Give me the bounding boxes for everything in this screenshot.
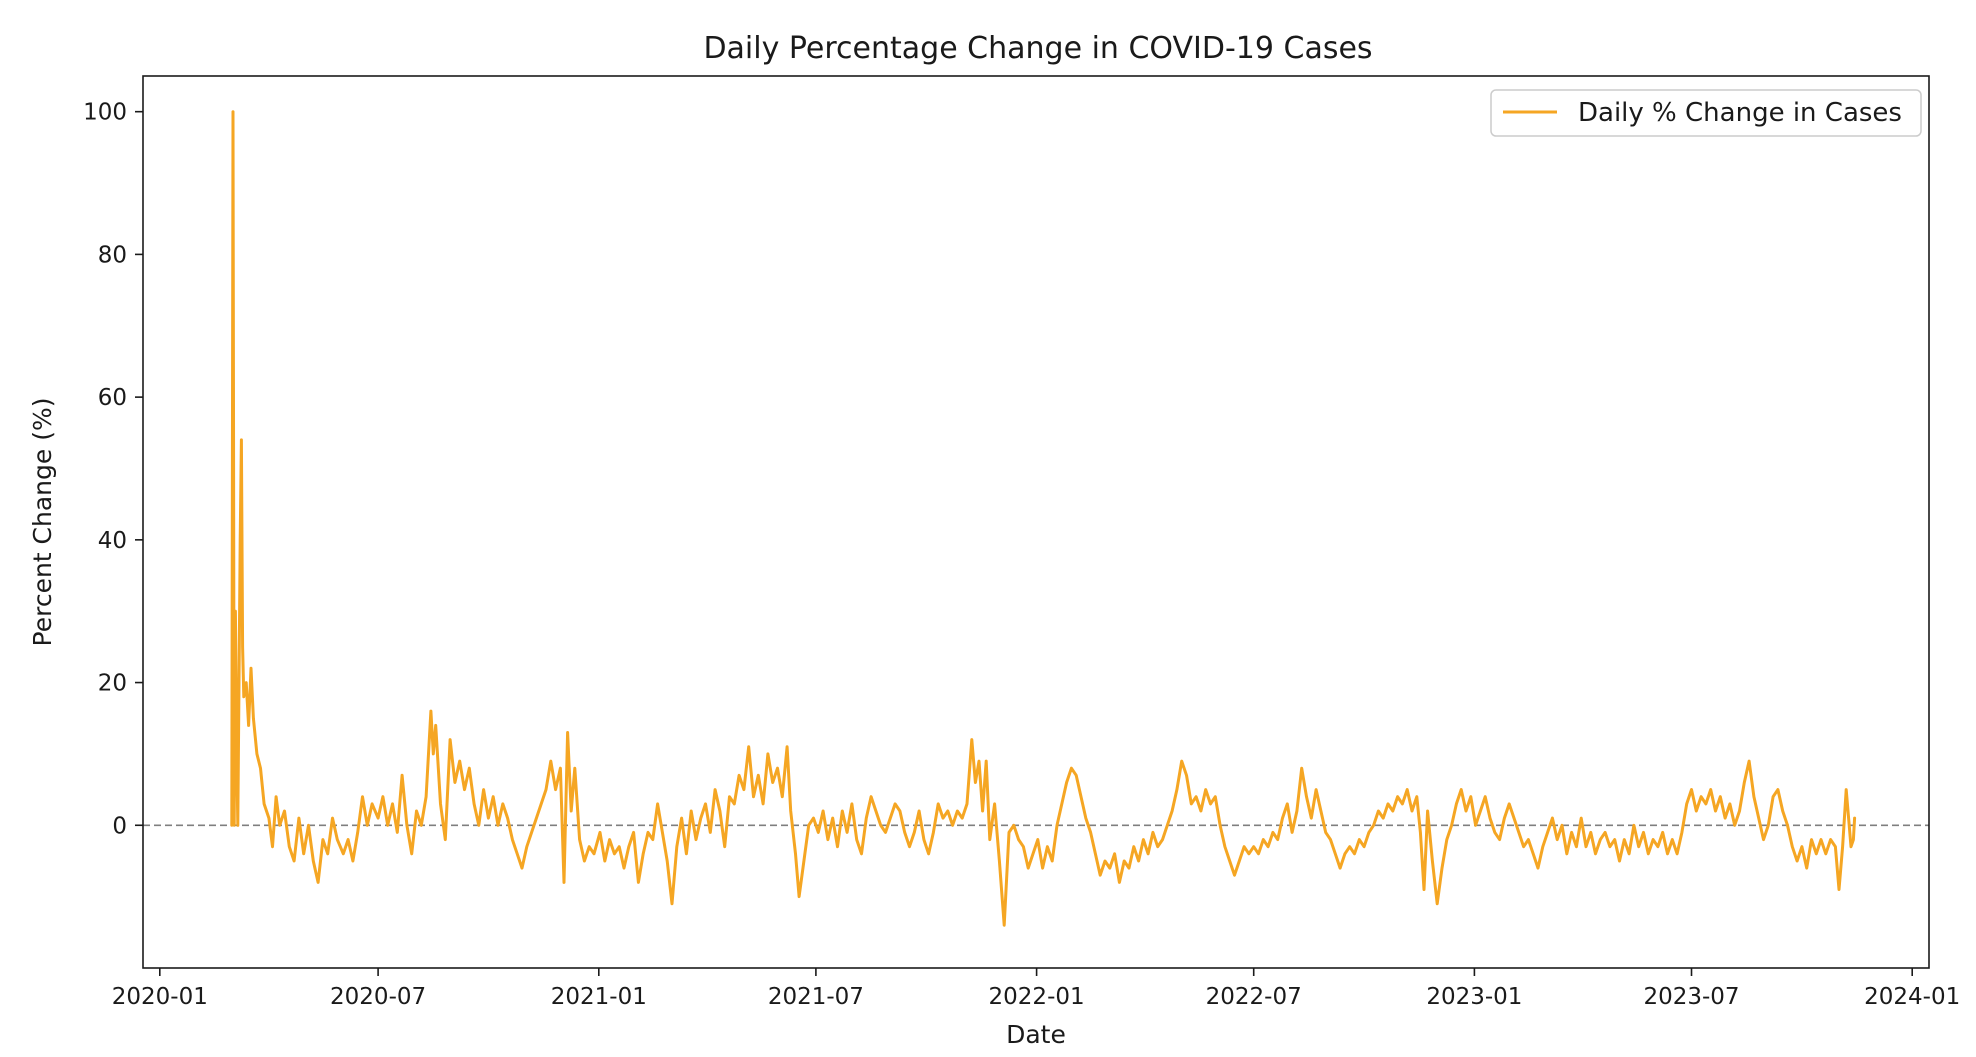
y-tick-label: 60 <box>98 385 127 411</box>
x-tick-label: 2023-01 <box>1426 984 1522 1010</box>
x-tick-label: 2020-07 <box>330 984 426 1010</box>
x-tick-label: 2024-01 <box>1864 984 1960 1010</box>
legend-box <box>1490 89 1922 137</box>
x-tick-label: 2022-01 <box>989 984 1085 1010</box>
plot-background <box>143 76 1929 968</box>
chart-title: Daily Percentage Change in COVID-19 Case… <box>703 31 1372 66</box>
x-axis: 2020-01 2020-07 2021-01 2021-07 2022-01 2022-… <box>112 968 1960 1010</box>
x-axis-label: Date <box>1006 1020 1066 1049</box>
plot-area <box>142 75 1930 969</box>
y-axis: 0 20 40 60 80 100 <box>83 100 143 839</box>
series-line-daily-change <box>230 110 1857 927</box>
y-tick-label: 80 <box>98 242 127 268</box>
x-tick-label: 2020-01 <box>112 984 208 1010</box>
series-group <box>230 110 1857 927</box>
legend: Daily % Change in Cases <box>1490 89 1922 137</box>
x-tick-label: 2023-07 <box>1643 984 1739 1010</box>
x-tick-label: 2021-07 <box>768 984 864 1010</box>
x-tick-label: 2021-01 <box>551 984 647 1010</box>
y-tick-label: 0 <box>112 813 127 839</box>
y-axis-label: Percent Change (%) <box>28 398 57 647</box>
x-tick-label: 2022-07 <box>1206 984 1302 1010</box>
legend-label-daily-change: Daily % Change in Cases <box>1578 98 1902 128</box>
y-tick-label: 40 <box>98 528 127 554</box>
y-tick-label: 20 <box>98 671 127 697</box>
y-tick-label: 100 <box>83 100 127 126</box>
